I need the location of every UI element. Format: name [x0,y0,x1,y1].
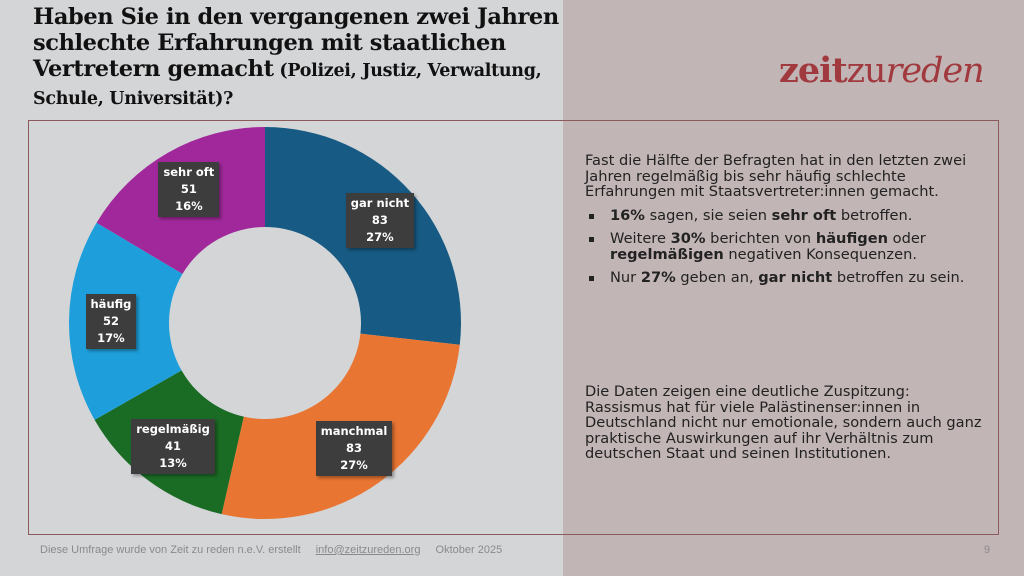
page-number: 9 [984,544,991,556]
data-label-percent: 27% [366,229,394,244]
data-label-percent: 13% [159,456,187,471]
footer-credit: Diese Umfrage wurde von Zeit zu reden n.… [40,544,301,556]
footer: Diese Umfrage wurde von Zeit zu reden n.… [40,544,514,556]
data-label-value: 52 [102,313,119,328]
logo-part-zu: zu [846,51,887,91]
title-sub: (Polizei, Justiz, Verwaltung, Schule, Un… [33,61,542,109]
data-label-category: regelmäßig [136,422,210,437]
content-frame [28,120,999,535]
data-label-category: gar nicht [350,195,410,210]
data-label: gar nicht 83 27% [345,192,415,248]
footer-email-link[interactable]: info@zeitzureden.org [315,544,421,556]
title-main: Haben Sie in den vergangenen zwei Jahren… [33,4,559,82]
data-label-value: 83 [346,440,363,455]
bullet-item: 16% sagen, sie seien sehr oft betroffen. [585,207,985,224]
data-label-category: häufig [90,296,132,311]
data-label-category: sehr oft [163,164,215,179]
data-label: häufig 52 17% [85,293,137,349]
slide-title: Haben Sie in den vergangenen zwei Jahren… [33,4,563,112]
bullet-item: Weitere 30% berichten von häufigen oder … [585,231,985,262]
data-label-category: manchmal [320,423,388,438]
bullet-list: 16% sagen, sie seien sehr oft betroffen.… [585,207,985,286]
data-label-value: 51 [180,181,197,196]
logo-part-zeit: zeit [779,50,848,91]
data-label-value: 83 [371,212,388,227]
data-label: manchmal 83 27% [315,420,393,476]
data-label-value: 41 [165,439,182,454]
footer-date: Oktober 2025 [435,544,503,556]
data-label: regelmäßig 41 13% [131,419,215,475]
conclusion-paragraph: Die Daten zeigen eine deutliche Zuspitzu… [585,383,982,462]
intro-paragraph: Fast die Hälfte der Befragten hat in den… [585,152,967,200]
data-label: sehr oft 51 16% [158,161,220,217]
logo-part-reden: reden [885,51,985,91]
data-label-percent: 27% [340,457,368,472]
data-label-percent: 17% [97,330,125,345]
data-label-percent: 16% [175,198,203,213]
bullet-item: Nur 27% geben an, gar nicht betroffen zu… [585,270,985,286]
zeitzureden-logo: zeitzureden [779,50,985,91]
right-panel-background [563,0,1024,576]
summary-text: Fast die Hälfte der Befragten hat in den… [585,153,985,294]
